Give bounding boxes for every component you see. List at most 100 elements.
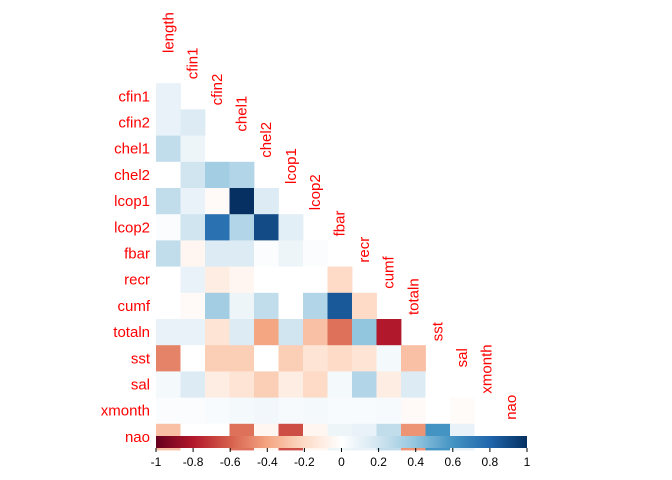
- column-label: fbar: [332, 211, 349, 237]
- heatmap-cell: [401, 397, 426, 425]
- row-label: totaln: [113, 324, 150, 341]
- column-label: cfin2: [209, 74, 226, 106]
- colorbar-tick-label: -1: [151, 455, 162, 469]
- heatmap-cell: [156, 109, 181, 136]
- colorbar: [156, 436, 527, 448]
- heatmap-cell: [278, 371, 304, 398]
- heatmap-cell: [278, 266, 304, 294]
- column-label: length: [160, 12, 177, 53]
- colorbar-tick-label: 0: [338, 455, 345, 469]
- heatmap-cell: [352, 292, 377, 320]
- heatmap-cell: [229, 188, 255, 215]
- colorbar-tick-label: -0.4: [257, 455, 278, 469]
- heatmap-cell: [278, 240, 304, 267]
- heatmap-cell: [303, 319, 328, 346]
- heatmap-cell: [180, 109, 206, 136]
- heatmap-cell: [205, 292, 230, 320]
- column-label: sst: [430, 321, 447, 341]
- heatmap-cell: [254, 397, 279, 425]
- heatmap-cell: [180, 371, 206, 398]
- row-label: lcop2: [114, 219, 150, 236]
- heatmap-cell: [229, 214, 255, 241]
- row-label: fbar: [124, 246, 150, 263]
- heatmap-cell: [303, 397, 328, 425]
- heatmap-cell: [254, 319, 279, 346]
- heatmap-cell: [352, 345, 377, 372]
- heatmap-cell: [156, 135, 181, 163]
- heatmap-cell: [278, 292, 304, 320]
- heatmap-cell: [205, 319, 230, 346]
- column-label: chel1: [234, 96, 251, 132]
- heatmap-cell: [254, 371, 279, 398]
- row-label: recr: [124, 272, 150, 289]
- heatmap-cell: [254, 292, 279, 320]
- heatmap-cell: [180, 161, 206, 189]
- heatmap-cell: [376, 319, 402, 346]
- heatmap-cell: [401, 371, 426, 398]
- heatmap-cell: [205, 161, 230, 189]
- heatmap-cell: [450, 397, 475, 425]
- heatmap-cell: [278, 397, 304, 425]
- colorbar-tick-label: 0.8: [482, 455, 499, 469]
- column-label: cfin1: [185, 48, 202, 80]
- colorbar-tick-label: -0.6: [220, 455, 241, 469]
- heatmap-cell: [156, 319, 181, 346]
- heatmap-cell: [229, 292, 255, 320]
- heatmap-cell: [254, 266, 279, 294]
- row-label: cfin1: [118, 88, 150, 105]
- heatmap-cell: [180, 397, 206, 425]
- row-label: lcop1: [114, 193, 150, 210]
- heatmap-cell: [205, 345, 230, 372]
- column-label: chel2: [258, 122, 275, 158]
- heatmap-cell: [229, 397, 255, 425]
- heatmap-cell: [327, 345, 353, 372]
- heatmap-cell: [303, 240, 328, 267]
- column-label: cumf: [381, 255, 398, 288]
- heatmap-cell: [278, 345, 304, 372]
- heatmap-cell: [180, 188, 206, 215]
- heatmap-cell: [156, 161, 181, 189]
- heatmap-cell: [205, 397, 230, 425]
- heatmap-cell: [180, 319, 206, 346]
- heatmap-cell: [180, 266, 206, 294]
- heatmap-cell: [278, 319, 304, 346]
- column-label: recr: [356, 237, 373, 263]
- row-label: xmonth: [101, 403, 150, 420]
- heatmap-cell: [376, 397, 402, 425]
- heatmap-cell: [156, 188, 181, 215]
- heatmap-cell: [254, 214, 279, 241]
- heatmap-cell: [327, 292, 353, 320]
- heatmap-cell: [156, 83, 181, 110]
- column-label: sal: [454, 348, 471, 367]
- column-label: xmonth: [479, 344, 496, 393]
- heatmap-cell: [205, 188, 230, 215]
- heatmap-cell: [254, 345, 279, 372]
- row-label: nao: [125, 429, 150, 446]
- heatmap-cell: [229, 319, 255, 346]
- colorbar-tick-label: 0.6: [444, 455, 461, 469]
- heatmap-cell: [303, 292, 328, 320]
- heatmap-cell: [352, 397, 377, 425]
- heatmap-cell: [205, 214, 230, 241]
- heatmap-cell: [180, 240, 206, 267]
- heatmap-cell: [205, 266, 230, 294]
- heatmap-cell: [205, 240, 230, 267]
- heatmap-cell: [401, 345, 426, 372]
- colorbar-tick-label: 0.2: [370, 455, 387, 469]
- heatmap-cell: [205, 135, 230, 163]
- row-label: sst: [131, 350, 151, 367]
- colorbar-tick-label: 1: [524, 455, 531, 469]
- heatmap-cell: [156, 292, 181, 320]
- heatmap-cell: [376, 345, 402, 372]
- heatmap-cell: [425, 371, 451, 398]
- colorbar-tick-label: -0.2: [294, 455, 315, 469]
- heatmap-cell: [303, 371, 328, 398]
- heatmap-cell: [254, 188, 279, 215]
- heatmap-cell: [327, 371, 353, 398]
- colorbar-tick-label: 0.4: [407, 455, 424, 469]
- colorbar-tick-label: -0.8: [183, 455, 204, 469]
- heatmap-cell: [352, 371, 377, 398]
- heatmap-cell: [327, 319, 353, 346]
- row-label: chel2: [114, 167, 150, 184]
